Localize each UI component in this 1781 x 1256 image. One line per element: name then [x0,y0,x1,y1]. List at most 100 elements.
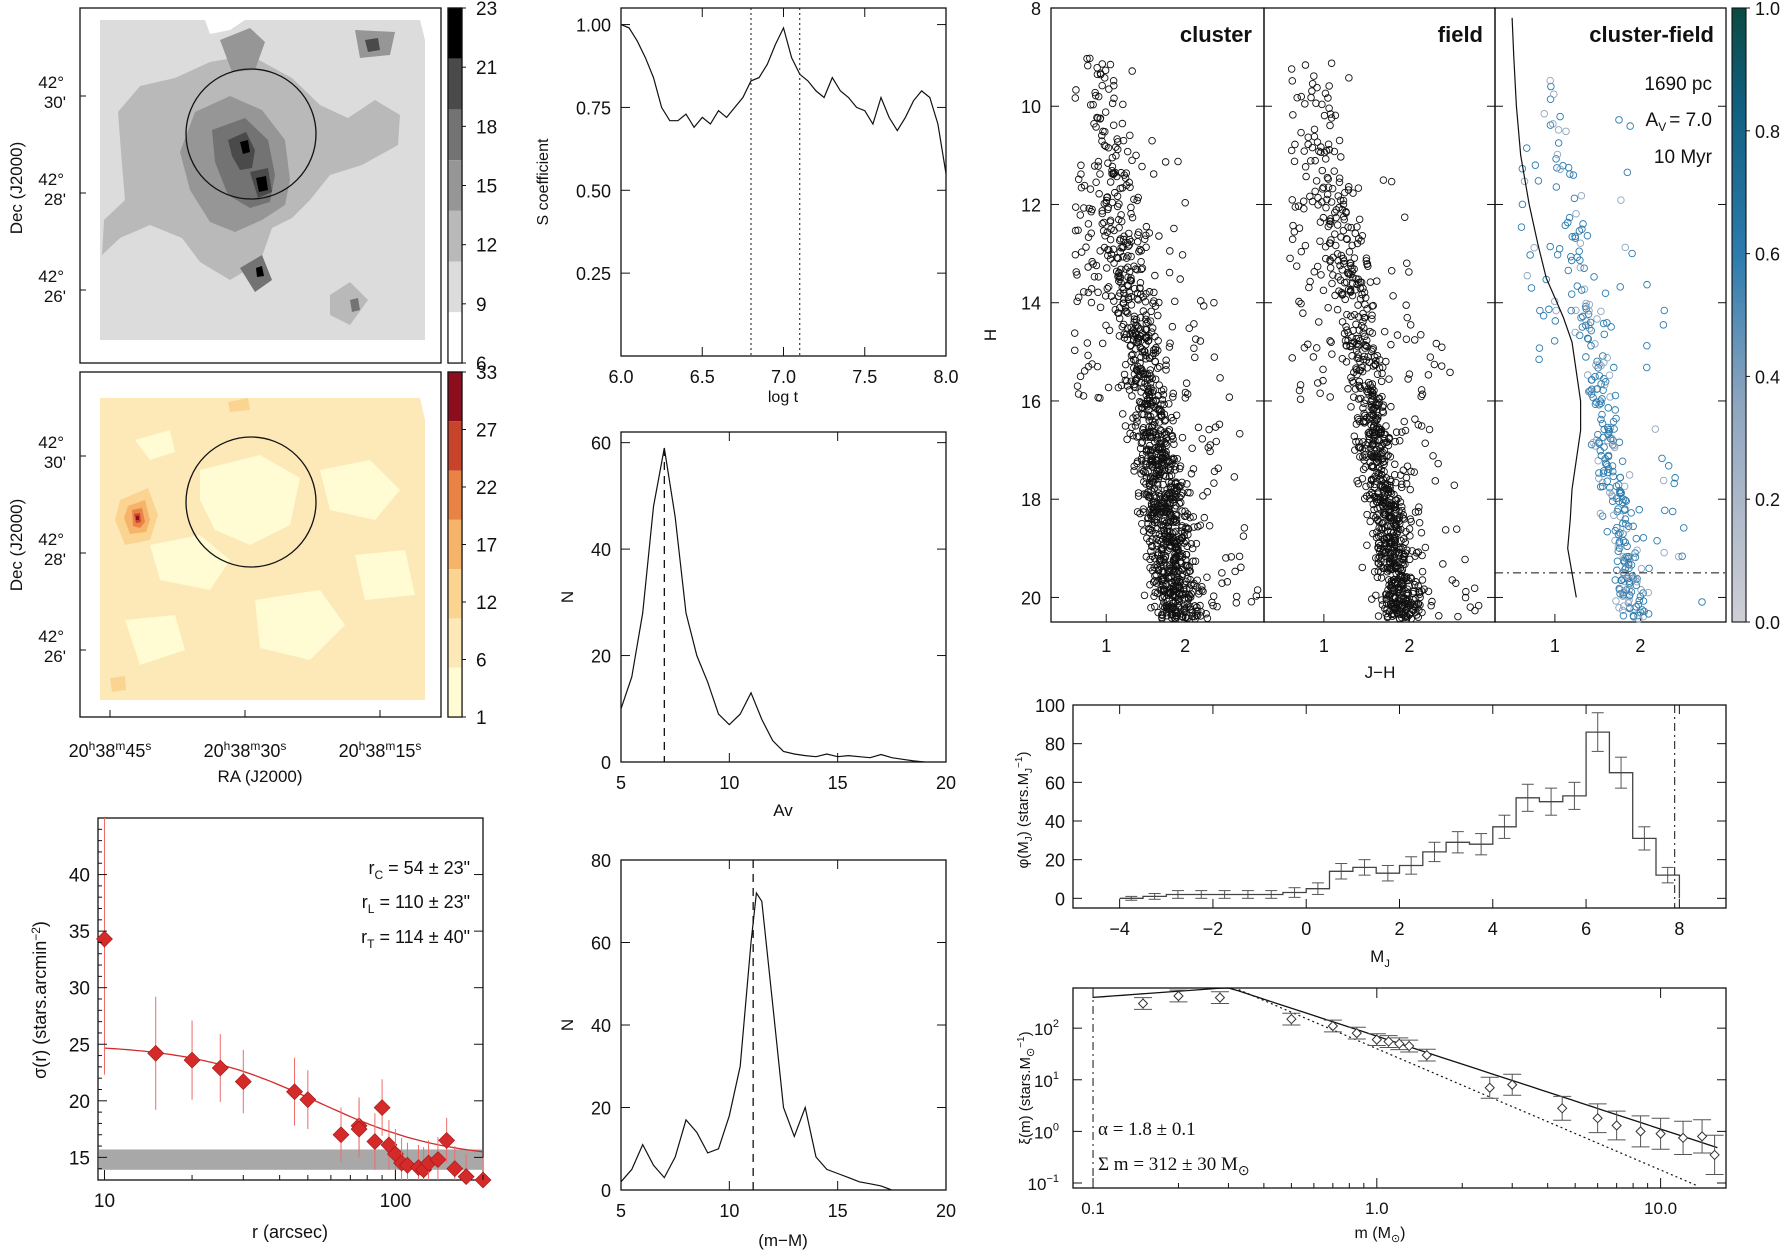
cmd-star [1629,553,1638,562]
cmd-star [1297,128,1305,137]
series-line [620,24,947,174]
cmd-star [1403,462,1412,471]
cmd-star [1392,561,1401,570]
cmd-star [1378,601,1387,609]
cmd-star [1398,573,1406,582]
cmd-star [1462,587,1470,596]
cmd-star [1582,299,1590,308]
cmd-star [1115,314,1124,323]
cmd-star [1634,611,1642,620]
cmd-star [1121,376,1130,385]
cmd-star [1308,143,1317,152]
cmd-star [1154,576,1162,585]
cmd-star [1678,552,1686,560]
cmd-star [1354,313,1363,321]
lf-ytick-label: 0 [1055,889,1065,909]
rdp-rc: rC = 54 ± 23" [369,858,471,882]
cmd-star [1604,404,1612,412]
cmd-star [1141,298,1150,306]
cmd-star [1076,372,1085,381]
cmd-star [1117,279,1125,287]
cmd-star [1288,354,1296,362]
cmd-star [1119,320,1128,329]
rdp-point [286,1083,303,1101]
av-content: 5 10 15 20 0 20 40 60 [591,432,956,793]
cmd-star [1317,271,1325,279]
mf-point [1507,1079,1518,1090]
cmd-star [1313,138,1322,146]
cmd-star [1187,581,1195,589]
cmd-star [1556,112,1564,121]
cmd-star [1291,203,1300,211]
cmd-star [1127,209,1135,218]
cmd-star [1133,362,1142,371]
cmd-star [1407,614,1415,623]
cmd-star [1115,236,1124,245]
cmd-star [1391,500,1400,509]
cmd-star [1084,220,1093,228]
ytick-label: 0.75 [576,98,611,118]
cmd-star [1605,371,1614,379]
cmd-star [1625,579,1634,587]
cmd-star [1145,423,1153,432]
cmd-star [1216,374,1224,382]
cmd-star [1084,362,1093,371]
cmd-star [1362,453,1370,461]
cmd-star [1553,150,1562,159]
cmd-star [1232,592,1241,601]
map-top-band [448,261,462,313]
cmd-star [1628,572,1637,580]
cmd-star [1096,247,1104,255]
cmd-star [1425,425,1434,434]
rdp-background-band [99,1149,482,1170]
cmd-star [1137,265,1146,274]
cmd-star [1132,151,1140,160]
cmd-star [1589,438,1597,447]
cmd-star [1531,161,1540,169]
cmd-star [1104,245,1112,254]
xtick-label: 10 [719,1201,739,1221]
cmd-star [1578,323,1587,331]
cmd-star [1115,275,1124,283]
map-bot-band [448,372,462,422]
cmd-star [1071,203,1080,211]
cmd-star [1671,474,1679,482]
cmd-star [1345,248,1354,256]
map-top-tick-label: 6 [476,354,487,375]
cmd-star [1340,212,1348,221]
cmd-star [1599,319,1608,328]
cmd-star [1326,110,1335,118]
cmd-star [1370,422,1378,430]
cmd-star [1096,394,1104,402]
cmd-star [1185,324,1193,332]
cmd-star [1572,210,1580,218]
rdp-ytick-label: 35 [69,922,90,943]
ytick-label: 40 [591,540,611,560]
cmd-star [1597,307,1605,316]
cmd-star [1158,602,1167,610]
cmd-star [1134,334,1143,342]
cmd-star [1576,263,1585,272]
cmd-star [1094,162,1102,170]
cmd-star [1595,371,1604,380]
density-map-top: 23 21 18 15 12 9 6 [79,0,497,375]
cmd-star [1614,543,1623,552]
cmd-title-cluster: cluster [1180,22,1253,47]
cmd-star [1596,447,1605,455]
cmd-star [1576,256,1584,264]
mf-content: 0.1 1.0 10.0 10−1 100 101 102 [1028,987,1726,1218]
cmd-star [1637,564,1646,573]
lf-xtick-label: −2 [1203,919,1224,939]
cmd-star [1554,139,1563,147]
cmd-star [1564,218,1572,227]
cmd-star [1084,61,1092,70]
cmd-star [1137,439,1146,447]
cmd-star [1392,428,1401,436]
mf-point [1709,1149,1720,1161]
xtick-label: 15 [828,773,848,793]
map-axes: 42°30'42°28'42°26' 42°30'42°28'42°26' De… [7,73,421,786]
cmd-star [1599,352,1607,360]
cmd-star [1146,432,1154,440]
cmd-star [1621,515,1630,523]
cmd-star [1156,426,1165,434]
